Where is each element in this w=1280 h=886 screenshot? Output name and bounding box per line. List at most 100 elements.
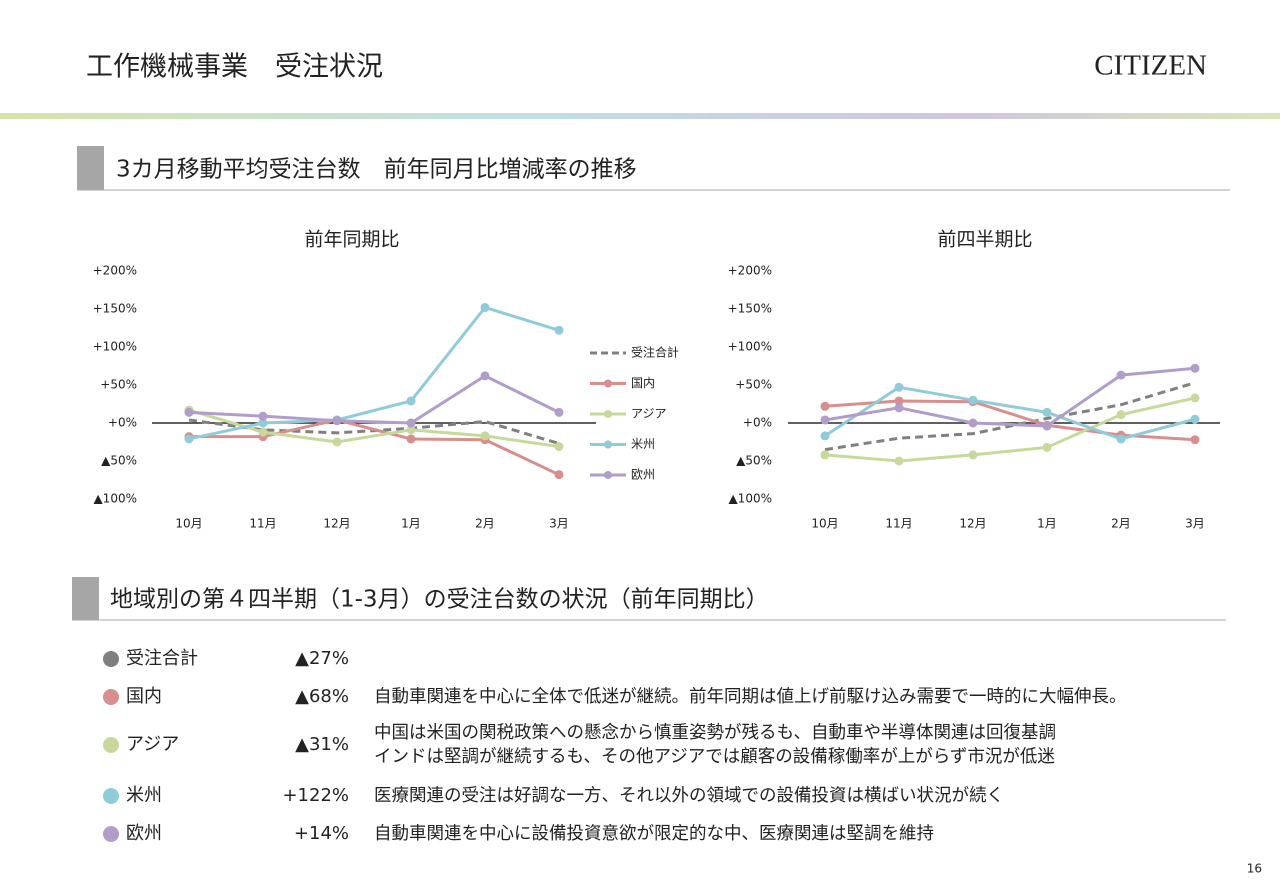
x-tick-label: 1月	[401, 517, 421, 531]
point	[968, 418, 978, 428]
y-tick-label: ▲100%	[728, 492, 772, 506]
point	[968, 395, 978, 405]
row-dot	[103, 651, 119, 667]
point	[1190, 393, 1200, 403]
section-title: 地域別の第４四半期（1-3月）の受注台数の状況（前年同期比）	[110, 587, 769, 613]
legend-marker	[604, 410, 612, 418]
row-dot	[103, 737, 119, 753]
point	[1190, 435, 1200, 445]
point	[1042, 442, 1052, 452]
legend-label: 受注合計	[631, 345, 679, 360]
series-line	[188, 408, 560, 449]
y-tick-label: +150%	[93, 302, 137, 316]
logo: CITIZEN	[1094, 50, 1207, 82]
point	[1116, 434, 1126, 444]
x-tick-label: 3月	[549, 517, 569, 531]
series-line	[824, 366, 1196, 428]
row-value: +14%	[294, 823, 349, 844]
section-marker	[72, 577, 99, 620]
y-tick-label: +50%	[735, 378, 772, 392]
x-tick-label: 10月	[811, 517, 838, 531]
row-value: ▲27%	[295, 648, 349, 669]
row-name: 受注合計	[126, 648, 198, 669]
row-name: 欧州	[126, 823, 162, 844]
legend-label: 国内	[631, 376, 655, 390]
series-line	[189, 418, 560, 477]
y-tick-label: +0%	[108, 416, 137, 430]
point	[480, 431, 490, 441]
chart-title: 前年同期比	[304, 229, 399, 251]
point	[406, 396, 416, 406]
x-tick-label: 10月	[175, 517, 202, 531]
y-tick-label: +0%	[743, 416, 772, 430]
point	[406, 418, 416, 428]
series-line	[188, 374, 560, 425]
point	[406, 425, 416, 435]
y-tick-label: +150%	[728, 302, 772, 316]
point	[894, 396, 904, 406]
point	[820, 431, 830, 441]
point	[332, 437, 342, 447]
point	[894, 382, 904, 392]
point	[332, 416, 342, 426]
row-value: ▲31%	[295, 734, 349, 755]
x-tick-label: 3月	[1185, 517, 1205, 531]
row-comment: 医療関連の受注は好調な一方、それ以外の領域での設備投資は横ばい状況が続く	[374, 786, 1004, 806]
y-tick-label: ▲100%	[93, 492, 137, 506]
point	[820, 415, 830, 425]
legend-label: アジア	[631, 407, 667, 421]
point	[820, 401, 830, 411]
y-tick-label: ▲50%	[736, 454, 772, 468]
point	[480, 371, 490, 381]
y-tick-label: +100%	[728, 340, 772, 354]
row-name: アジア	[126, 734, 179, 755]
row-comment: 自動車関連を中心に全体で低迷が継続。前年同期は値上げ前駆け込み需要で一時的に大幅…	[374, 687, 1127, 707]
row-dot	[103, 788, 119, 804]
point	[480, 302, 490, 312]
point	[968, 450, 978, 460]
row-dot	[103, 826, 119, 842]
point	[1042, 407, 1052, 417]
y-tick-label: +200%	[93, 264, 137, 278]
point	[554, 470, 564, 480]
chart-title: 前四半期比	[937, 229, 1032, 251]
y-tick-label: +200%	[728, 264, 772, 278]
point	[554, 407, 564, 417]
point	[1042, 421, 1052, 431]
x-tick-label: 12月	[323, 517, 350, 531]
row-dot	[103, 689, 119, 705]
section-marker	[77, 146, 104, 190]
x-tick-label: 12月	[959, 517, 986, 531]
page-title: 工作機械事業 受注状況	[86, 52, 383, 83]
y-tick-label: +100%	[93, 340, 137, 354]
point	[894, 403, 904, 413]
row-value: ▲68%	[295, 686, 349, 707]
point	[184, 434, 194, 444]
row-value: +122%	[282, 785, 349, 806]
page-number: 16	[1247, 862, 1262, 876]
series-line	[824, 381, 1196, 452]
legend-marker	[604, 379, 612, 388]
point	[258, 427, 268, 437]
row-name: 米州	[126, 785, 162, 806]
point	[894, 456, 904, 466]
point	[1116, 370, 1126, 380]
x-tick-label: 2月	[475, 517, 495, 531]
x-tick-label: 11月	[885, 517, 912, 531]
y-tick-label: +50%	[100, 378, 137, 392]
row-comment: 中国は米国の関税政策への懸念から慎重姿勢が残るも、自動車や半導体関連は回復基調	[374, 722, 1056, 743]
legend-marker	[604, 440, 612, 449]
section-title: 3カ月移動平均受注台数 前年同月比増減率の推移	[116, 157, 637, 183]
x-tick-label: 1月	[1037, 517, 1057, 531]
legend-marker	[604, 471, 612, 479]
point	[1116, 410, 1126, 420]
x-tick-label: 2月	[1111, 517, 1131, 531]
point	[406, 434, 416, 444]
point	[258, 418, 268, 428]
x-tick-label: 11月	[249, 517, 276, 531]
row-comment: 自動車関連を中心に設備投資意欲が限定的な中、医療関連は堅調を維持	[374, 824, 934, 844]
point	[184, 407, 194, 417]
point	[1190, 414, 1200, 424]
